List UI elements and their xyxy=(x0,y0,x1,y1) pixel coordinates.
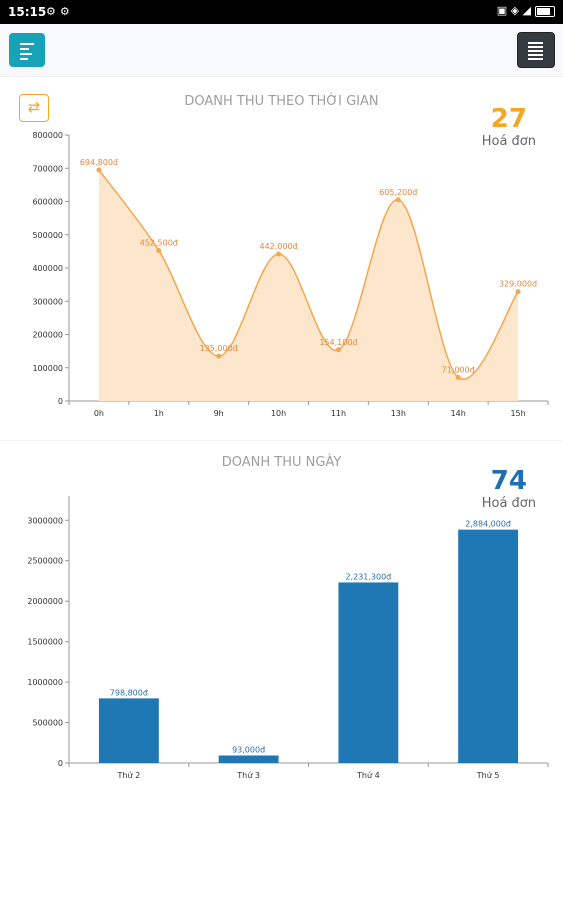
c1-data-point xyxy=(395,197,401,203)
c1-data-label: 442,000đ xyxy=(259,242,297,251)
c2-bar xyxy=(458,529,519,763)
c2-bar xyxy=(338,582,399,763)
c2-y-tick-label: 2000000 xyxy=(27,597,63,606)
c2-y-tick-label: 2500000 xyxy=(27,557,63,566)
c2-x-tick-label: Thứ 4 xyxy=(356,771,380,780)
app-bar xyxy=(0,24,563,77)
c1-data-label: 135,000đ xyxy=(200,344,238,353)
c1-x-tick-label: 13h xyxy=(391,409,406,418)
c1-y-tick-label: 600000 xyxy=(32,198,63,207)
c1-y-tick-label: 700000 xyxy=(32,164,63,173)
c2-y-tick-label: 0 xyxy=(58,759,63,768)
c1-data-point xyxy=(335,347,341,353)
c1-data-point xyxy=(156,248,162,254)
c2-x-tick-label: Thứ 2 xyxy=(117,771,141,780)
c2-data-label: 798,800đ xyxy=(110,688,148,697)
c1-data-point xyxy=(515,289,521,295)
c2-data-label: 93,000đ xyxy=(232,745,265,754)
c1-y-tick-label: 400000 xyxy=(32,264,63,273)
c1-data-label: 694,800đ xyxy=(80,158,118,167)
c1-x-tick-label: 15h xyxy=(510,409,525,418)
section-divider xyxy=(0,440,563,441)
c1-data-label: 329,000đ xyxy=(499,280,537,289)
chart-2-count: 74 xyxy=(490,466,527,496)
c1-data-point xyxy=(455,374,461,380)
c1-data-label: 154,100đ xyxy=(319,338,357,347)
c1-data-label: 452,500đ xyxy=(140,239,178,248)
c1-x-tick-label: 14h xyxy=(451,409,466,418)
chart-1-count: 27 xyxy=(490,104,527,134)
c2-x-tick-label: Thứ 3 xyxy=(236,771,260,780)
menu-icon xyxy=(20,43,34,63)
c2-x-tick-label: Thứ 5 xyxy=(476,771,500,780)
c2-bar xyxy=(218,755,279,763)
chart-1-title: DOANH THU THEO THỜI GIAN xyxy=(184,94,379,109)
revenue-by-time-chart: 0 100000 200000 300000 400000 500000 600000 700… xyxy=(32,131,549,418)
list-icon xyxy=(528,42,543,62)
swap-chart-button[interactable]: ⇄ xyxy=(19,94,49,122)
notification-icons: ⚙⚙ xyxy=(46,5,74,18)
c1-data-point xyxy=(216,353,222,359)
c1-x-tick-label: 1h xyxy=(154,409,164,418)
chart-1-counter: 27 Hoá đơn xyxy=(482,104,536,149)
status-time: 15:15 xyxy=(8,5,47,19)
swap-icon: ⇄ xyxy=(27,98,41,116)
c1-series-line xyxy=(98,169,519,380)
c1-x-tick-label: 10h xyxy=(271,409,286,418)
c2-y-tick-label: 500000 xyxy=(32,719,63,728)
system-icons: ▣ ◈ ◢ xyxy=(497,4,555,17)
c1-data-point xyxy=(276,251,282,257)
c1-data-label: 605,200đ xyxy=(379,188,417,197)
c1-y-tick-label: 0 xyxy=(58,397,63,406)
c1-y-tick-label: 500000 xyxy=(32,231,63,240)
c2-y-tick-label: 1500000 xyxy=(27,638,63,647)
c1-y-tick-label: 100000 xyxy=(32,364,63,373)
c2-data-label: 2,231,300đ xyxy=(345,572,391,581)
chart-2-counter: 74 Hoá đơn xyxy=(482,466,536,511)
c1-x-tick-label: 9h xyxy=(214,409,224,418)
c1-data-label: 71,000đ xyxy=(442,365,475,374)
c1-x-tick-label: 11h xyxy=(331,409,346,418)
chart-2-title: DOANH THU NGÀY xyxy=(221,455,342,470)
c1-y-tick-label: 300000 xyxy=(32,297,63,306)
chart-2-count-label: Hoá đơn xyxy=(481,496,536,511)
sidebar-menu-button[interactable] xyxy=(9,33,45,67)
c2-data-label: 2,884,000đ xyxy=(465,520,511,529)
c1-y-tick-label: 800000 xyxy=(32,131,63,140)
c1-x-tick-label: 0h xyxy=(94,409,104,418)
chart-1-count-label: Hoá đơn xyxy=(481,134,536,149)
c2-y-tick-label: 3000000 xyxy=(27,516,63,525)
c2-bar xyxy=(98,698,159,763)
list-menu-button[interactable] xyxy=(517,32,555,68)
c2-y-tick-label: 1000000 xyxy=(27,678,63,687)
status-bar: 15:15 ⚙⚙ ▣ ◈ ◢ xyxy=(0,0,563,24)
c1-data-point xyxy=(96,167,102,173)
c1-y-tick-label: 200000 xyxy=(32,331,63,340)
battery-icon xyxy=(535,5,555,17)
